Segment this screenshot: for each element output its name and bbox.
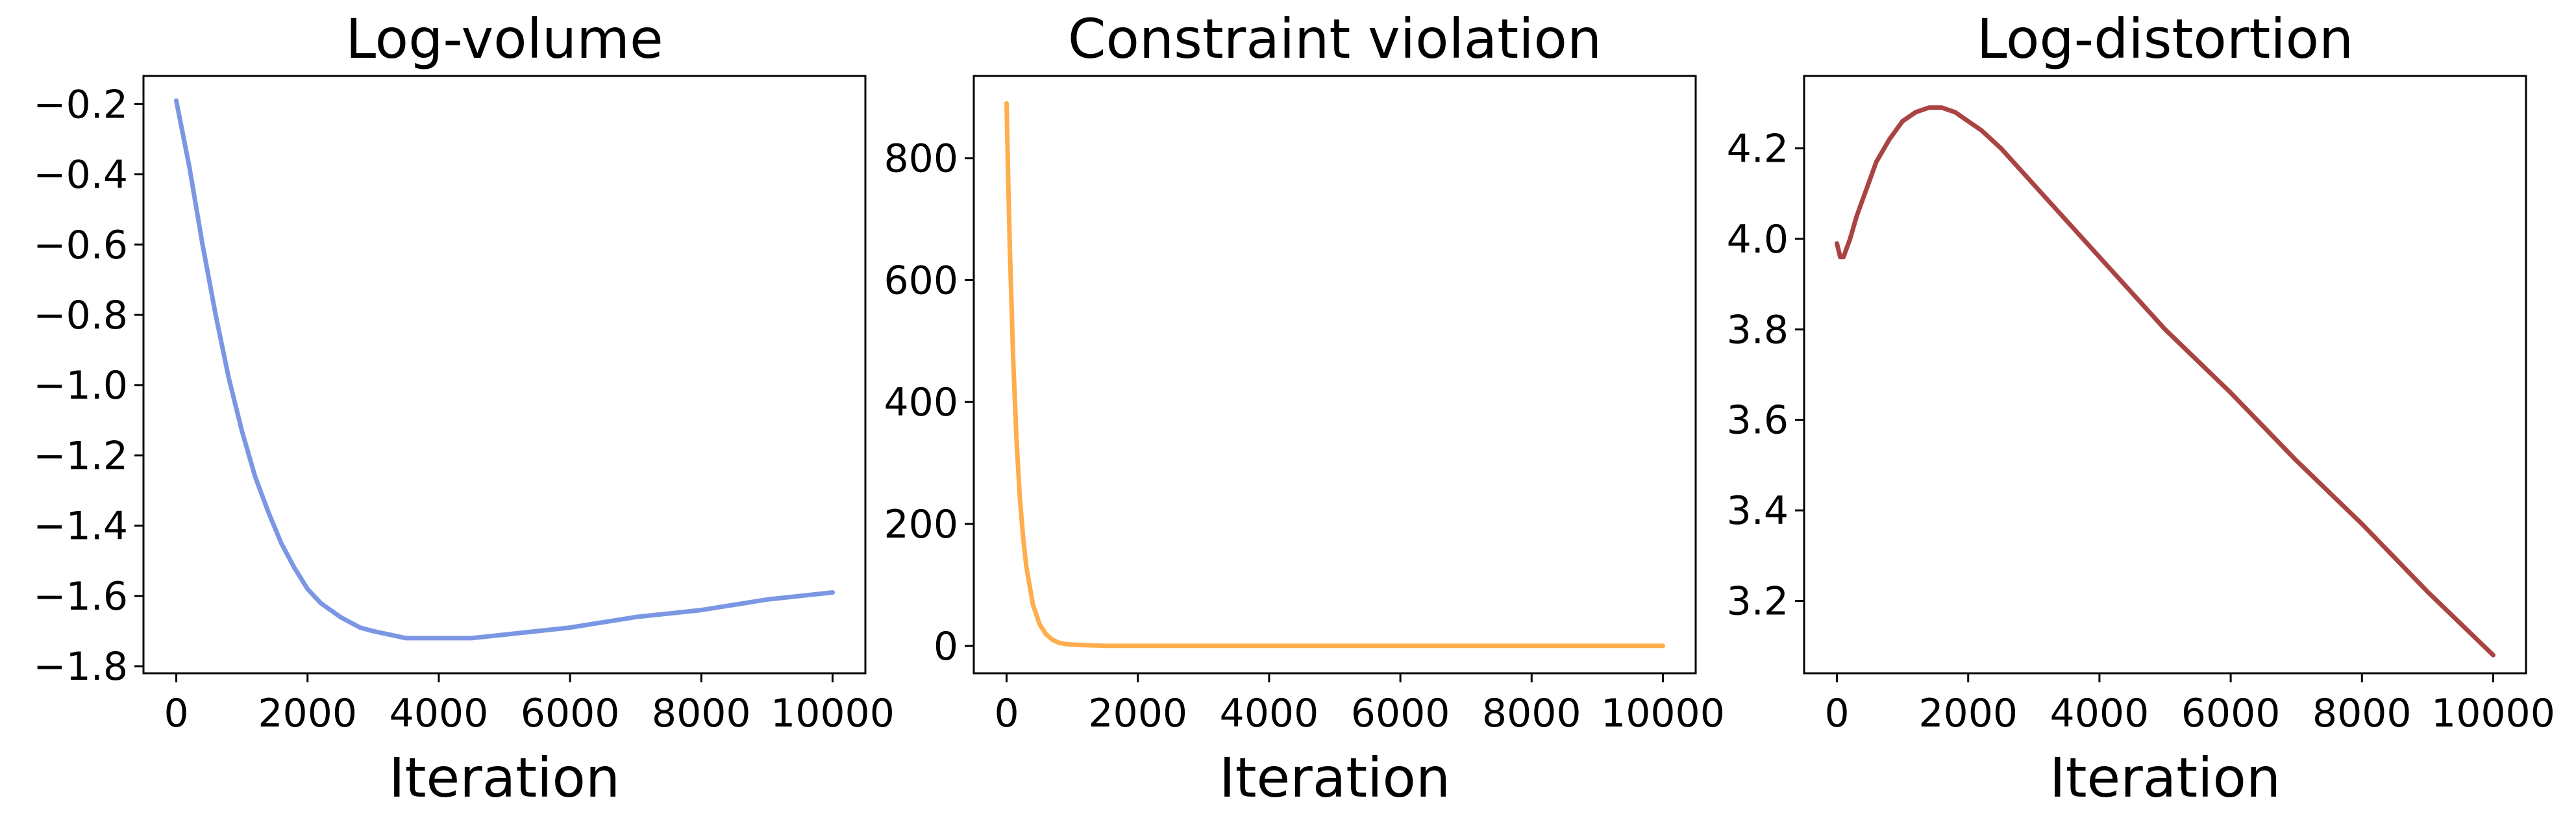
y-tick-label: −1.8 xyxy=(33,644,128,690)
series-line-1 xyxy=(1837,108,2494,655)
y-tick-label: −1.6 xyxy=(33,574,128,619)
y-tick-label: 400 xyxy=(884,380,958,425)
x-tick-label: 6000 xyxy=(521,691,620,736)
plot-frame xyxy=(974,76,1696,673)
x-tick-label: 8000 xyxy=(1482,691,1581,736)
x-tick-label: 0 xyxy=(994,691,1019,736)
x-tick-label: 8000 xyxy=(652,691,751,736)
y-tick-label: 600 xyxy=(884,258,958,303)
chart-title: Constraint violation xyxy=(1068,7,1602,71)
x-tick-label: 6000 xyxy=(1351,691,1450,736)
y-tick-label: −0.4 xyxy=(33,153,128,198)
x-tick-label: 0 xyxy=(1824,691,1849,736)
series-line-1 xyxy=(1007,103,1663,646)
y-tick-label: −1.2 xyxy=(33,433,128,478)
y-tick-label: 3.8 xyxy=(1727,307,1789,353)
x-tick-label: 2000 xyxy=(1918,691,2018,736)
plot-frame xyxy=(143,76,865,673)
y-tick-label: 3.6 xyxy=(1727,398,1789,443)
x-tick-label: 2000 xyxy=(1088,691,1187,736)
y-tick-label: 4.0 xyxy=(1727,217,1789,262)
chart-panel-3: Log-distortion 0 2000 4000 6000 8000 10000 3.2 3… xyxy=(1727,7,2555,810)
x-tick-label: 8000 xyxy=(2312,691,2412,736)
x-axis-label: Iteration xyxy=(1219,746,1450,810)
y-tick-label: 0 xyxy=(934,624,958,669)
chart-title: Log-volume xyxy=(345,7,663,71)
x-tick-label: 10000 xyxy=(1601,691,1725,736)
y-tick-label: −1.0 xyxy=(33,363,128,408)
y-tick-label: −0.6 xyxy=(33,223,128,268)
x-tick-label: 4000 xyxy=(1220,691,1319,736)
y-tick-label: −0.8 xyxy=(33,293,128,338)
x-tick-label: 10000 xyxy=(2431,691,2555,736)
series-line-1 xyxy=(177,101,833,638)
x-tick-label: 4000 xyxy=(2050,691,2149,736)
x-tick-label: 10000 xyxy=(771,691,895,736)
x-axis-label: Iteration xyxy=(2050,746,2281,810)
chart-title: Log-distortion xyxy=(1977,7,2354,71)
chart-panel-1: Log-volume 0 2000 4000 6000 8000 10000 −0.2 −0.4… xyxy=(33,7,895,810)
y-tick-label: 200 xyxy=(884,502,958,547)
y-tick-label: 3.2 xyxy=(1727,578,1789,624)
x-tick-label: 0 xyxy=(164,691,188,736)
y-tick-label: 3.4 xyxy=(1727,488,1789,534)
y-tick-label: −1.4 xyxy=(33,504,128,549)
x-axis-label: Iteration xyxy=(389,746,620,810)
y-tick-label: 800 xyxy=(884,136,958,182)
y-tick-label: 4.2 xyxy=(1727,127,1789,172)
y-tick-label: −0.2 xyxy=(33,82,128,127)
x-tick-label: 2000 xyxy=(258,691,357,736)
x-tick-label: 4000 xyxy=(390,691,489,736)
x-tick-label: 6000 xyxy=(2181,691,2281,736)
